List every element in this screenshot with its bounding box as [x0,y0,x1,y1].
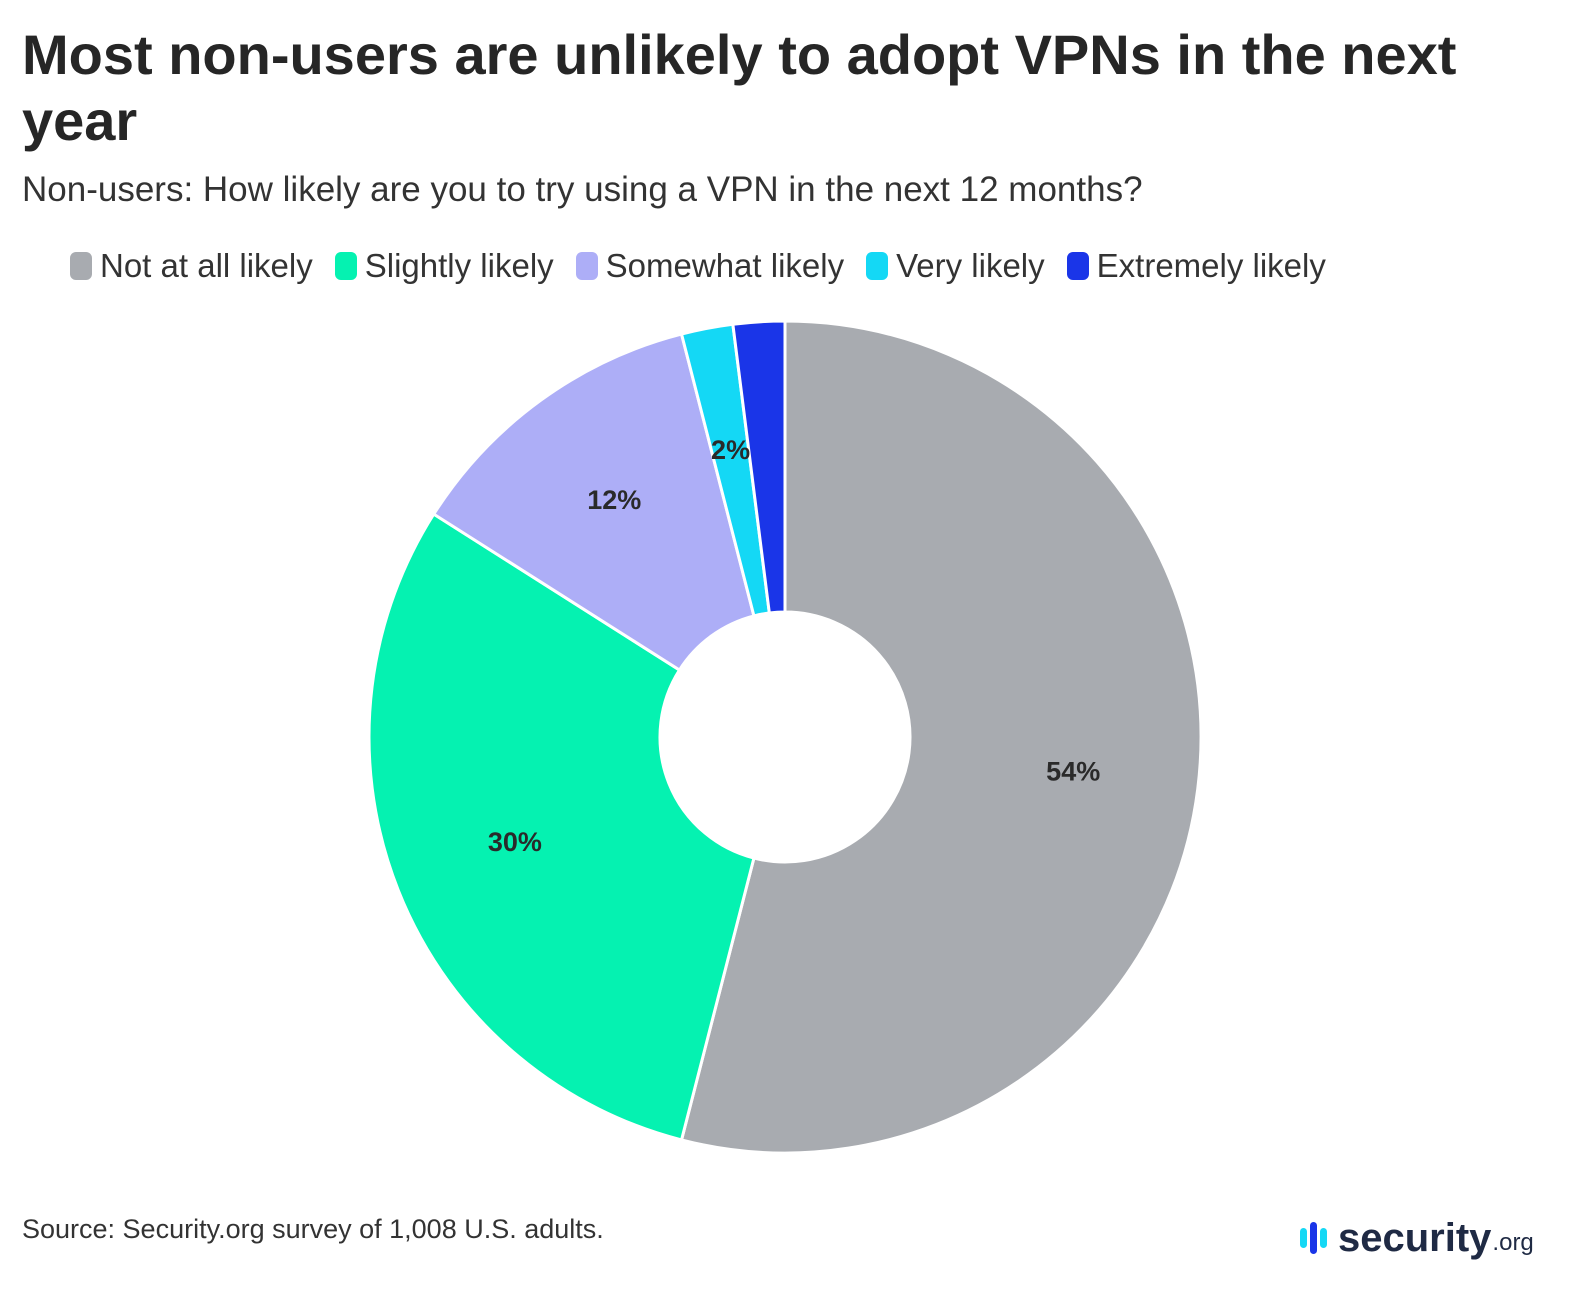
chart-subtitle: Non-users: How likely are you to try usi… [22,170,1143,209]
slice-label-slightly-likely: 30% [488,827,542,857]
legend-label: Very likely [896,247,1045,284]
legend-item-not-at-all-likely: Not at all likely [70,247,313,285]
legend-swatch [575,252,598,280]
brand-tld: .org [1492,1229,1534,1256]
chart-title: Most non-users are unlikely to adopt VPN… [22,23,1457,152]
legend-swatch [1066,252,1089,280]
legend-swatch [334,252,357,280]
logo-bars-icon [1300,1218,1330,1258]
brand-logo: security .org [1300,1214,1534,1258]
legend-label: Not at all likely [100,247,313,284]
legend: Not at all likely Slightly likely Somewh… [70,242,1348,290]
slice-extremely-likely [731,319,787,615]
legend-item-somewhat-likely: Somewhat likely [575,247,845,285]
legend-label: Somewhat likely [605,247,845,284]
slice-somewhat-likely [431,332,756,673]
slice-label-not-at-all-likely: 54% [1046,757,1100,787]
slice-label-somewhat-likely: 12% [587,485,641,515]
legend-swatch [866,252,889,280]
legend-label: Slightly likely [364,247,554,284]
source-note: Source: Security.org survey of 1,008 U.S… [22,1214,604,1244]
legend-label: Extremely likely [1096,247,1326,284]
slice-not-at-all-likely [679,319,1203,1155]
donut-labels: 54% 30% 12% 2% [488,435,1100,857]
brand-name: security [1338,1216,1492,1260]
legend-item-slightly-likely: Slightly likely [334,247,554,285]
legend-swatch [70,252,92,280]
legend-item-extremely-likely: Extremely likely [1066,247,1326,285]
slice-label-very-likely: 2% [711,435,750,465]
slice-slightly-likely [367,512,756,1142]
legend-item-very-likely: Very likely [866,247,1045,285]
donut-slices [367,319,1203,1155]
